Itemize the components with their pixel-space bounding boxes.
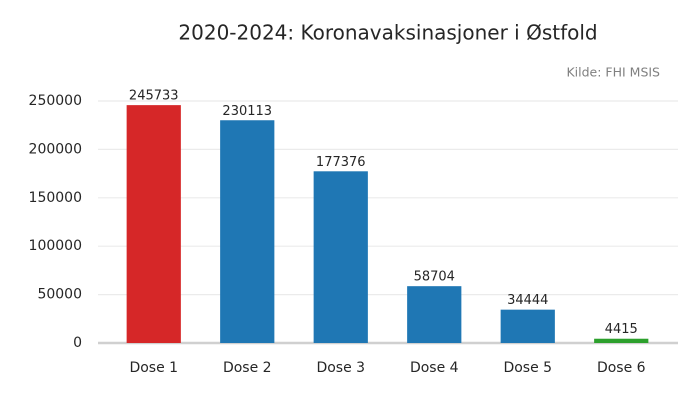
source-note: Kilde: FHI MSIS [566,65,660,80]
y-tick-label: 150000 [29,190,82,206]
data-label: 245733 [129,89,179,104]
bar [313,171,368,343]
bar [220,120,275,344]
y-tick-label: 0 [73,335,82,351]
y-tick-label: 250000 [29,93,82,109]
y-tick-label: 100000 [29,238,82,254]
x-tick-label: Dose 3 [316,360,365,376]
y-tick-label: 200000 [29,141,82,157]
data-label: 177376 [316,155,366,170]
chart-title: 2020-2024: Koronavaksinasjoner i Østfold [178,21,597,45]
x-tick-label: Dose 4 [410,360,459,376]
bar [500,309,555,343]
bar [594,338,649,343]
data-label: 230113 [222,104,272,119]
bar [126,105,181,343]
x-tick-label: Dose 6 [597,360,646,376]
data-label: 58704 [414,270,455,285]
x-tick-label: Dose 1 [129,360,178,376]
x-tick-label: Dose 2 [223,360,272,376]
data-label: 4415 [605,322,638,337]
data-label: 34444 [507,293,548,308]
bar [407,286,462,343]
x-tick-label: Dose 5 [503,360,552,376]
y-tick-label: 50000 [37,287,82,303]
